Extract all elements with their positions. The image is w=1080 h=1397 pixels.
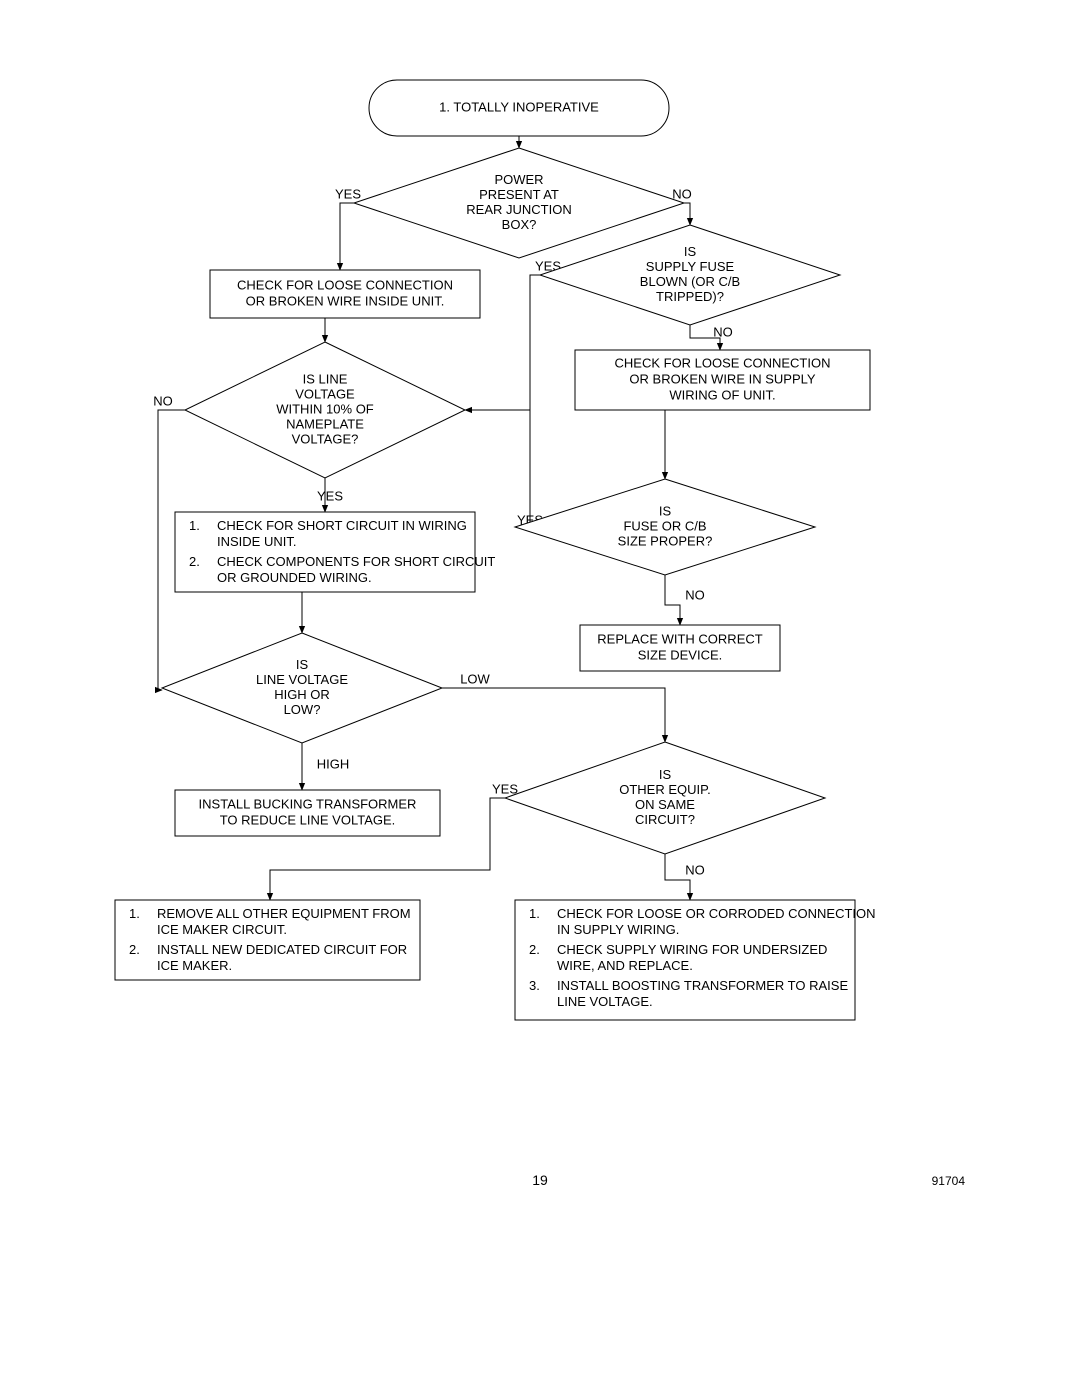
svg-text:IS: IS: [659, 503, 672, 518]
svg-text:LOW?: LOW?: [284, 702, 321, 717]
node-start: 1. TOTALLY INOPERATIVE: [369, 80, 669, 136]
svg-text:LOW: LOW: [460, 671, 490, 686]
svg-text:IS: IS: [296, 657, 309, 672]
node-d_high_low: ISLINE VOLTAGEHIGH ORLOW?: [162, 633, 442, 743]
svg-text:CHECK FOR SHORT CIRCUIT IN WIR: CHECK FOR SHORT CIRCUIT IN WIRING: [217, 518, 467, 533]
svg-text:TRIPPED)?: TRIPPED)?: [656, 289, 724, 304]
node-p_loose_unit: CHECK FOR LOOSE CONNECTIONOR BROKEN WIRE…: [210, 270, 480, 318]
svg-text:CHECK FOR LOOSE CONNECTION: CHECK FOR LOOSE CONNECTION: [615, 355, 831, 370]
svg-text:NO: NO: [685, 587, 705, 602]
svg-text:NO: NO: [685, 862, 705, 877]
svg-text:CHECK FOR LOOSE OR CORRODED CO: CHECK FOR LOOSE OR CORRODED CONNECTION: [557, 906, 876, 921]
svg-text:IS: IS: [684, 244, 697, 259]
node-d_power: POWERPRESENT ATREAR JUNCTIONBOX?: [354, 148, 684, 258]
svg-text:1.: 1.: [129, 906, 140, 921]
svg-text:INSIDE UNIT.: INSIDE UNIT.: [217, 534, 296, 549]
svg-text:OR BROKEN WIRE IN SUPPLY: OR BROKEN WIRE IN SUPPLY: [629, 371, 815, 386]
svg-text:OR BROKEN WIRE INSIDE UNIT.: OR BROKEN WIRE INSIDE UNIT.: [246, 293, 445, 308]
svg-text:BOX?: BOX?: [502, 217, 537, 232]
svg-text:CIRCUIT?: CIRCUIT?: [635, 812, 695, 827]
node-p_boosting: 1. CHECK FOR LOOSE OR CORRODED CONNECTION…: [515, 900, 876, 1020]
svg-text:FUSE OR C/B: FUSE OR C/B: [623, 518, 706, 533]
svg-text:VOLTAGE?: VOLTAGE?: [292, 431, 359, 446]
svg-text:INSTALL BUCKING TRANSFORMER: INSTALL BUCKING TRANSFORMER: [199, 796, 417, 811]
svg-text:ICE MAKER CIRCUIT.: ICE MAKER CIRCUIT.: [157, 922, 287, 937]
svg-text:CHECK COMPONENTS FOR SHORT CIR: CHECK COMPONENTS FOR SHORT CIRCUIT: [217, 554, 495, 569]
svg-text:2.: 2.: [529, 942, 540, 957]
doc-number: 91704: [932, 1174, 966, 1188]
svg-text:OTHER EQUIP.: OTHER EQUIP.: [619, 782, 711, 797]
node-d_fuse_blown: ISSUPPLY FUSEBLOWN (OR C/BTRIPPED)?: [540, 225, 840, 325]
svg-text:ICE MAKER.: ICE MAKER.: [157, 958, 232, 973]
svg-text:WITHIN 10% OF: WITHIN 10% OF: [276, 401, 374, 416]
node-d_line_voltage: IS LINEVOLTAGEWITHIN 10% OFNAMEPLATEVOLT…: [185, 342, 465, 478]
svg-text:WIRE, AND REPLACE.: WIRE, AND REPLACE.: [557, 958, 693, 973]
svg-text:1.: 1.: [529, 906, 540, 921]
svg-text:2.: 2.: [189, 554, 200, 569]
svg-text:OR GROUNDED WIRING.: OR GROUNDED WIRING.: [217, 570, 372, 585]
svg-text:HIGH: HIGH: [317, 756, 350, 771]
svg-text:YES: YES: [335, 186, 361, 201]
svg-text:PRESENT AT: PRESENT AT: [479, 187, 559, 202]
svg-text:LINE VOLTAGE: LINE VOLTAGE: [256, 672, 348, 687]
svg-text:ON SAME: ON SAME: [635, 797, 695, 812]
svg-text:NO: NO: [672, 186, 692, 201]
svg-text:1. TOTALLY INOPERATIVE: 1. TOTALLY INOPERATIVE: [439, 99, 599, 114]
svg-text:IS LINE: IS LINE: [303, 371, 348, 386]
svg-text:NAMEPLATE: NAMEPLATE: [286, 416, 364, 431]
svg-text:VOLTAGE: VOLTAGE: [295, 386, 355, 401]
node-p_bucking: INSTALL BUCKING TRANSFORMERTO REDUCE LIN…: [175, 790, 440, 836]
svg-text:SIZE PROPER?: SIZE PROPER?: [618, 533, 713, 548]
node-d_fuse_size: ISFUSE OR C/BSIZE PROPER?: [515, 479, 815, 575]
svg-text:NO: NO: [153, 393, 173, 408]
node-p_short_circuit: 1. CHECK FOR SHORT CIRCUIT IN WIRINGINSID…: [175, 512, 495, 592]
svg-text:BLOWN (OR C/B: BLOWN (OR C/B: [640, 274, 740, 289]
node-d_other_equip: ISOTHER EQUIP.ON SAMECIRCUIT?: [505, 742, 825, 854]
svg-text:HIGH OR: HIGH OR: [274, 687, 330, 702]
svg-text:INSTALL BOOSTING TRANSFORMER T: INSTALL BOOSTING TRANSFORMER TO RAISE: [557, 978, 848, 993]
svg-text:CHECK FOR LOOSE CONNECTION: CHECK FOR LOOSE CONNECTION: [237, 277, 453, 292]
svg-text:1.: 1.: [189, 518, 200, 533]
svg-text:POWER: POWER: [494, 172, 543, 187]
svg-text:WIRING OF UNIT.: WIRING OF UNIT.: [669, 387, 775, 402]
svg-text:REPLACE WITH CORRECT: REPLACE WITH CORRECT: [597, 631, 762, 646]
svg-text:REAR JUNCTION: REAR JUNCTION: [466, 202, 571, 217]
node-p_remove_equip: 1.REMOVE ALL OTHER EQUIPMENT FROMICE MAK…: [115, 900, 420, 980]
svg-text:3.: 3.: [529, 978, 540, 993]
svg-text:YES: YES: [317, 488, 343, 503]
svg-text:TO REDUCE LINE VOLTAGE.: TO REDUCE LINE VOLTAGE.: [220, 812, 396, 827]
svg-text:IN SUPPLY WIRING.: IN SUPPLY WIRING.: [557, 922, 679, 937]
svg-text:SIZE DEVICE.: SIZE DEVICE.: [638, 647, 723, 662]
node-p_replace_size: REPLACE WITH CORRECTSIZE DEVICE.: [580, 625, 780, 671]
svg-text:INSTALL NEW DEDICATED CIRCUIT: INSTALL NEW DEDICATED CIRCUIT FOR: [157, 942, 407, 957]
flowchart: YESNOYESNONOYESYESNOLOWHIGHYESNO 1. TOTA…: [0, 0, 1080, 1397]
svg-text:NO: NO: [713, 324, 733, 339]
page-number: 19: [532, 1172, 548, 1188]
svg-text:2.: 2.: [129, 942, 140, 957]
svg-text:SUPPLY FUSE: SUPPLY FUSE: [646, 259, 735, 274]
svg-text:LINE VOLTAGE.: LINE VOLTAGE.: [557, 994, 653, 1009]
svg-text:REMOVE ALL OTHER EQUIPMENT FRO: REMOVE ALL OTHER EQUIPMENT FROM: [157, 906, 411, 921]
svg-text:IS: IS: [659, 767, 672, 782]
node-p_loose_supply: CHECK FOR LOOSE CONNECTIONOR BROKEN WIRE…: [575, 350, 870, 410]
svg-text:CHECK SUPPLY WIRING FOR UNDERS: CHECK SUPPLY WIRING FOR UNDERSIZED: [557, 942, 827, 957]
